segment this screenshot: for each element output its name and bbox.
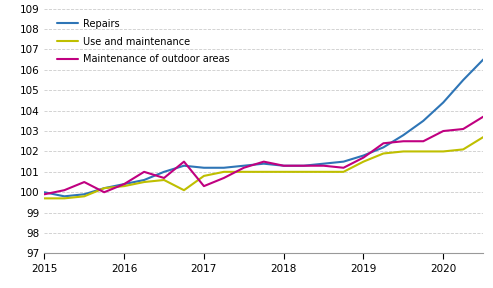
- Repairs: [161, 170, 167, 174]
- Use and maintenance: [201, 174, 207, 178]
- Repairs: [101, 186, 107, 190]
- Line: Repairs: Repairs: [44, 15, 493, 196]
- Maintenance of outdoor areas: [221, 176, 227, 180]
- Maintenance of outdoor areas: [440, 129, 446, 133]
- Maintenance of outdoor areas: [261, 160, 267, 163]
- Use and maintenance: [81, 195, 87, 198]
- Maintenance of outdoor areas: [301, 164, 307, 167]
- Use and maintenance: [320, 170, 326, 174]
- Maintenance of outdoor areas: [81, 180, 87, 184]
- Use and maintenance: [440, 150, 446, 153]
- Repairs: [341, 160, 347, 163]
- Repairs: [81, 193, 87, 196]
- Maintenance of outdoor areas: [201, 184, 207, 188]
- Maintenance of outdoor areas: [400, 139, 406, 143]
- Use and maintenance: [61, 197, 67, 200]
- Repairs: [400, 133, 406, 137]
- Use and maintenance: [400, 150, 406, 153]
- Repairs: [360, 154, 366, 157]
- Use and maintenance: [480, 135, 486, 139]
- Maintenance of outdoor areas: [360, 156, 366, 159]
- Repairs: [440, 101, 446, 104]
- Maintenance of outdoor areas: [460, 127, 466, 131]
- Maintenance of outdoor areas: [161, 176, 167, 180]
- Maintenance of outdoor areas: [281, 164, 286, 167]
- Maintenance of outdoor areas: [61, 188, 67, 192]
- Repairs: [261, 162, 267, 165]
- Repairs: [421, 119, 426, 123]
- Repairs: [121, 182, 127, 186]
- Line: Use and maintenance: Use and maintenance: [44, 111, 493, 198]
- Maintenance of outdoor areas: [181, 160, 187, 163]
- Use and maintenance: [360, 160, 366, 163]
- Use and maintenance: [421, 150, 426, 153]
- Use and maintenance: [41, 197, 47, 200]
- Maintenance of outdoor areas: [320, 164, 326, 167]
- Use and maintenance: [381, 152, 387, 155]
- Use and maintenance: [121, 184, 127, 188]
- Use and maintenance: [341, 170, 347, 174]
- Use and maintenance: [181, 188, 187, 192]
- Repairs: [221, 166, 227, 169]
- Repairs: [241, 164, 247, 167]
- Maintenance of outdoor areas: [421, 139, 426, 143]
- Maintenance of outdoor areas: [241, 166, 247, 169]
- Repairs: [480, 58, 486, 61]
- Maintenance of outdoor areas: [41, 193, 47, 196]
- Use and maintenance: [241, 170, 247, 174]
- Repairs: [61, 195, 67, 198]
- Use and maintenance: [261, 170, 267, 174]
- Use and maintenance: [301, 170, 307, 174]
- Maintenance of outdoor areas: [341, 166, 347, 169]
- Repairs: [41, 191, 47, 194]
- Use and maintenance: [161, 178, 167, 182]
- Use and maintenance: [141, 180, 147, 184]
- Legend: Repairs, Use and maintenance, Maintenance of outdoor areas: Repairs, Use and maintenance, Maintenanc…: [54, 16, 232, 67]
- Repairs: [460, 78, 466, 82]
- Repairs: [281, 164, 286, 167]
- Repairs: [381, 146, 387, 149]
- Repairs: [201, 166, 207, 169]
- Use and maintenance: [460, 148, 466, 151]
- Maintenance of outdoor areas: [141, 170, 147, 174]
- Maintenance of outdoor areas: [121, 182, 127, 186]
- Maintenance of outdoor areas: [480, 115, 486, 118]
- Use and maintenance: [281, 170, 286, 174]
- Line: Maintenance of outdoor areas: Maintenance of outdoor areas: [44, 68, 493, 194]
- Use and maintenance: [101, 186, 107, 190]
- Repairs: [320, 162, 326, 165]
- Repairs: [141, 178, 147, 182]
- Use and maintenance: [221, 170, 227, 174]
- Maintenance of outdoor areas: [381, 141, 387, 145]
- Maintenance of outdoor areas: [101, 191, 107, 194]
- Repairs: [181, 164, 187, 167]
- Repairs: [301, 164, 307, 167]
